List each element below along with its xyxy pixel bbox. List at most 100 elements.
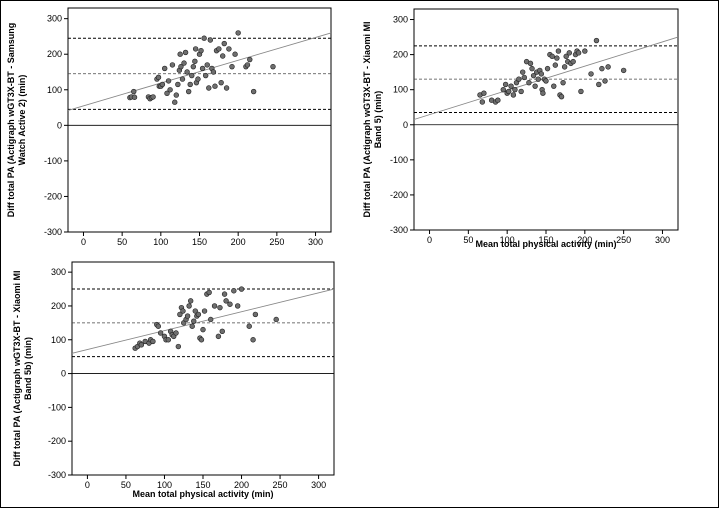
panel1-data-point [161,65,168,72]
panel2-data-point [563,53,569,60]
panel1-data-point [173,92,179,98]
panel2-xtick-label: 100 [500,235,515,245]
panel1-data-point [164,90,170,97]
panel3-ytick-label: 200 [51,301,66,311]
panel1-data-point [169,62,176,68]
panel1-xtick-label: 200 [231,237,246,247]
panel1-data-point [192,58,198,65]
panel3-data-point [138,342,145,348]
panel3-xtick-label: 150 [195,480,210,490]
panel2-data-point [605,64,611,70]
panel2-data-point [578,88,584,95]
panel2-data-point [543,78,549,84]
panel1-data-point [232,51,238,57]
panel2-ytick-label: 200 [393,50,408,60]
panel2-data-point [552,62,559,68]
panel1-data-point [221,40,227,47]
panel1-data-point [218,79,224,86]
panel1-xtick-label: 50 [117,237,127,247]
panel1-data-point [220,53,226,59]
panel3-data-point [189,323,195,329]
panel3-data-point [195,311,202,318]
panel3-xtick-label: 50 [121,480,131,490]
panel2-xtick-label: 250 [616,235,631,245]
panel3-data-point [201,308,208,314]
panel2-data-point [521,74,527,81]
panel3-data-point [208,316,214,323]
panel1-data-point [184,69,190,75]
panel2-data-point [570,58,576,65]
panel3-data-point [238,286,245,292]
panel3-data-point [157,330,164,336]
panel1-xtick-label: 250 [269,237,284,247]
panel1-data-point [159,81,166,88]
panel3-data-point [200,326,206,333]
panel2-data-point [518,88,524,95]
panel3-data-point [211,303,218,309]
panel2-data-point [561,64,568,70]
panel1-ylabel-line: Diff total PA (Actigraph wGT3X-BT - Sams… [6,23,16,218]
panel3-data-point [223,298,229,304]
panel3-data-point [173,330,179,336]
panel2-data-point [599,65,605,72]
panel2-data-point [575,50,582,56]
panel1-data-point [175,81,181,88]
panel3-ytick-label: -300 [48,470,66,480]
panel3-xtick-label: 0 [85,480,90,490]
panel1-data-point [177,51,183,57]
panel1-data-point [155,74,162,81]
panel1-data-point [201,35,207,41]
panel1-data-point [178,63,184,70]
panel1-data-point [199,65,206,72]
panel2-ytick-label: -200 [390,190,408,200]
panel2-data-point [558,93,565,100]
panel2-data-point [560,79,566,86]
panel3-xtick-label: 200 [234,480,249,490]
panel3-data-point [165,337,172,343]
panel2-ytick-label: -300 [390,225,408,235]
panel1-xtick-label: 300 [308,237,323,247]
panel3-ytick-label: -200 [48,436,66,446]
panel1-ytick-label: 100 [47,85,62,95]
panel1-data-point [223,85,230,91]
panel3-data-point [186,303,192,309]
panel1-ytick-label: -200 [44,191,62,201]
panel3-data-point [155,323,162,329]
panel3-data-point [217,304,223,311]
panel3-data-point [221,291,228,297]
panel2-data-point [566,50,572,56]
panel2-xlabel: Mean total physical activity (min) [475,239,616,249]
panel2-data-point [596,81,602,88]
panel2-ytick-label: 300 [393,15,408,25]
panel3-data-point [180,308,186,314]
panel3-data-point [198,337,205,343]
panel1-data-point [226,46,232,52]
panel2-data-point [506,88,512,95]
panel1-data-point [192,46,199,52]
panel3-ylabel-line: Diff total PA (Actigraph wGT3X-BT - Xiao… [12,270,22,466]
panel1-data-point [244,62,251,68]
panel2-ytick-label: -100 [390,155,408,165]
panel1-data-point [185,88,192,95]
panel3-data-point [177,311,183,318]
panel2-data-point [500,86,506,93]
panel3-ylabel-line: Band 5b) (min) [23,337,33,400]
panel1-data-point [195,76,201,82]
panel1-data-point [182,49,189,56]
panel1-data-point [198,47,204,54]
panel3-data-point [252,311,259,318]
panel2-data-point [588,71,594,77]
panel1-ytick-label: -100 [44,156,62,166]
panel3-data-point [219,328,225,335]
panel1-xtick-label: 150 [192,237,207,247]
panel2-data-point [512,86,518,93]
panel2-data-point [516,76,522,82]
panel1-data-point [202,72,209,79]
panel3-plot-area [71,261,335,476]
panel1-data-point [187,81,193,88]
panel1-plot-area [67,7,332,233]
panel2-data-point [602,78,608,84]
panel1-xtick-label: 0 [81,237,86,247]
panel2-data-point [520,69,526,75]
panel1-data-point [189,72,195,79]
